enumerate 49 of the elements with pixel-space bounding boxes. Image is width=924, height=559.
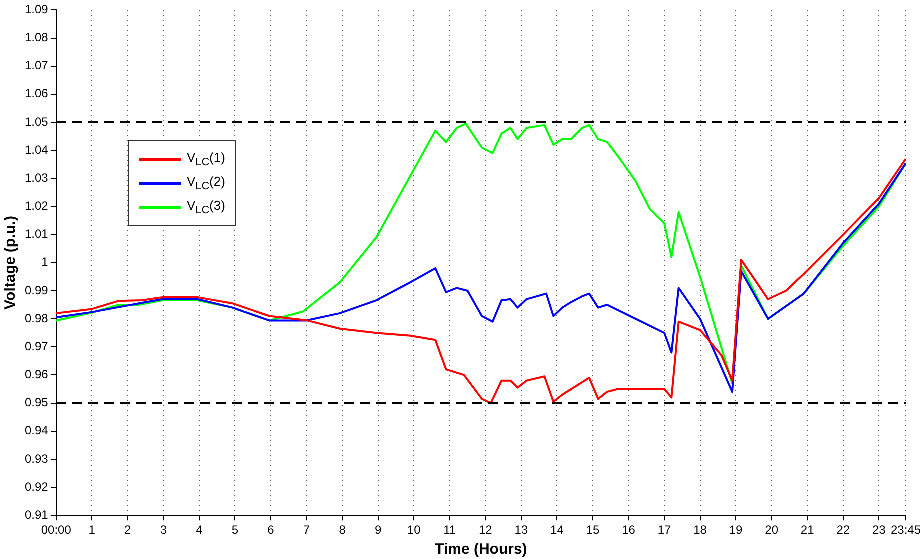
x-tick-label: 20 [765, 523, 779, 538]
y-tick-label: 0.94 [24, 424, 49, 438]
legend-label: V$_{LC}$(3) [187, 198, 226, 216]
y-tick-label: 0.93 [24, 452, 49, 466]
x-tick-label: 5 [232, 523, 239, 538]
x-tick-label: 23:45 [890, 523, 922, 538]
x-tick-label: 17 [658, 523, 672, 538]
y-tick-label: 1.07 [24, 58, 49, 73]
y-tick-label: 0.92 [24, 480, 49, 494]
x-tick-label: 2 [124, 523, 132, 538]
y-tick-label: 0.97 [24, 339, 49, 354]
x-tick-label: 12 [478, 523, 493, 538]
y-tick-label: 1.08 [24, 30, 49, 45]
y-tick-label: 1 [42, 255, 49, 270]
y-tick-label: 1.02 [24, 199, 49, 214]
x-tick-label: 4 [196, 523, 204, 538]
x-tick-label: 13 [514, 523, 528, 538]
x-tick-label: 3 [160, 523, 168, 538]
y-tick-label: 0.91 [24, 508, 49, 522]
x-tick-label: 7 [303, 523, 310, 538]
x-tick-label: 1 [88, 523, 96, 538]
x-tick-label: 8 [339, 523, 346, 538]
x-tick-label: 9 [374, 523, 382, 538]
y-tick-label: 1.03 [24, 170, 49, 185]
x-tick-label: 18 [694, 523, 708, 538]
y-tick-label: 0.95 [24, 396, 49, 410]
y-tick-label: 1.01 [24, 227, 49, 242]
x-tick-label: 6 [268, 523, 275, 538]
y-tick-label: 1.05 [24, 114, 49, 129]
y-tick-label: 1.09 [24, 2, 49, 17]
y-tick-label: 0.96 [24, 368, 49, 382]
legend-label: V$_{LC}$(1) [187, 150, 226, 168]
x-tick-label: 00:00 [41, 523, 72, 538]
y-tick-label: 0.99 [24, 283, 49, 298]
x-tick-label: 11 [444, 523, 456, 538]
y-axis-title: Voltage (p.u.) [2, 216, 20, 310]
x-tick-label: 19 [729, 523, 744, 538]
x-tick-label: 21 [800, 523, 815, 538]
x-tick-label: 14 [550, 523, 564, 538]
y-tick-label: 1.04 [24, 142, 49, 157]
legend-label: V$_{LC}$(2) [187, 174, 226, 192]
y-tick-label: 1.06 [24, 86, 49, 101]
x-tick-label: 23 [872, 523, 886, 538]
y-tick-label: 0.98 [24, 311, 49, 326]
x-tick-label: 16 [622, 523, 636, 538]
x-tick-label: 10 [407, 523, 422, 538]
x-tick-label: 22 [836, 523, 850, 538]
x-tick-label: 15 [586, 523, 600, 538]
x-axis-title: Time (Hours) [435, 541, 528, 558]
